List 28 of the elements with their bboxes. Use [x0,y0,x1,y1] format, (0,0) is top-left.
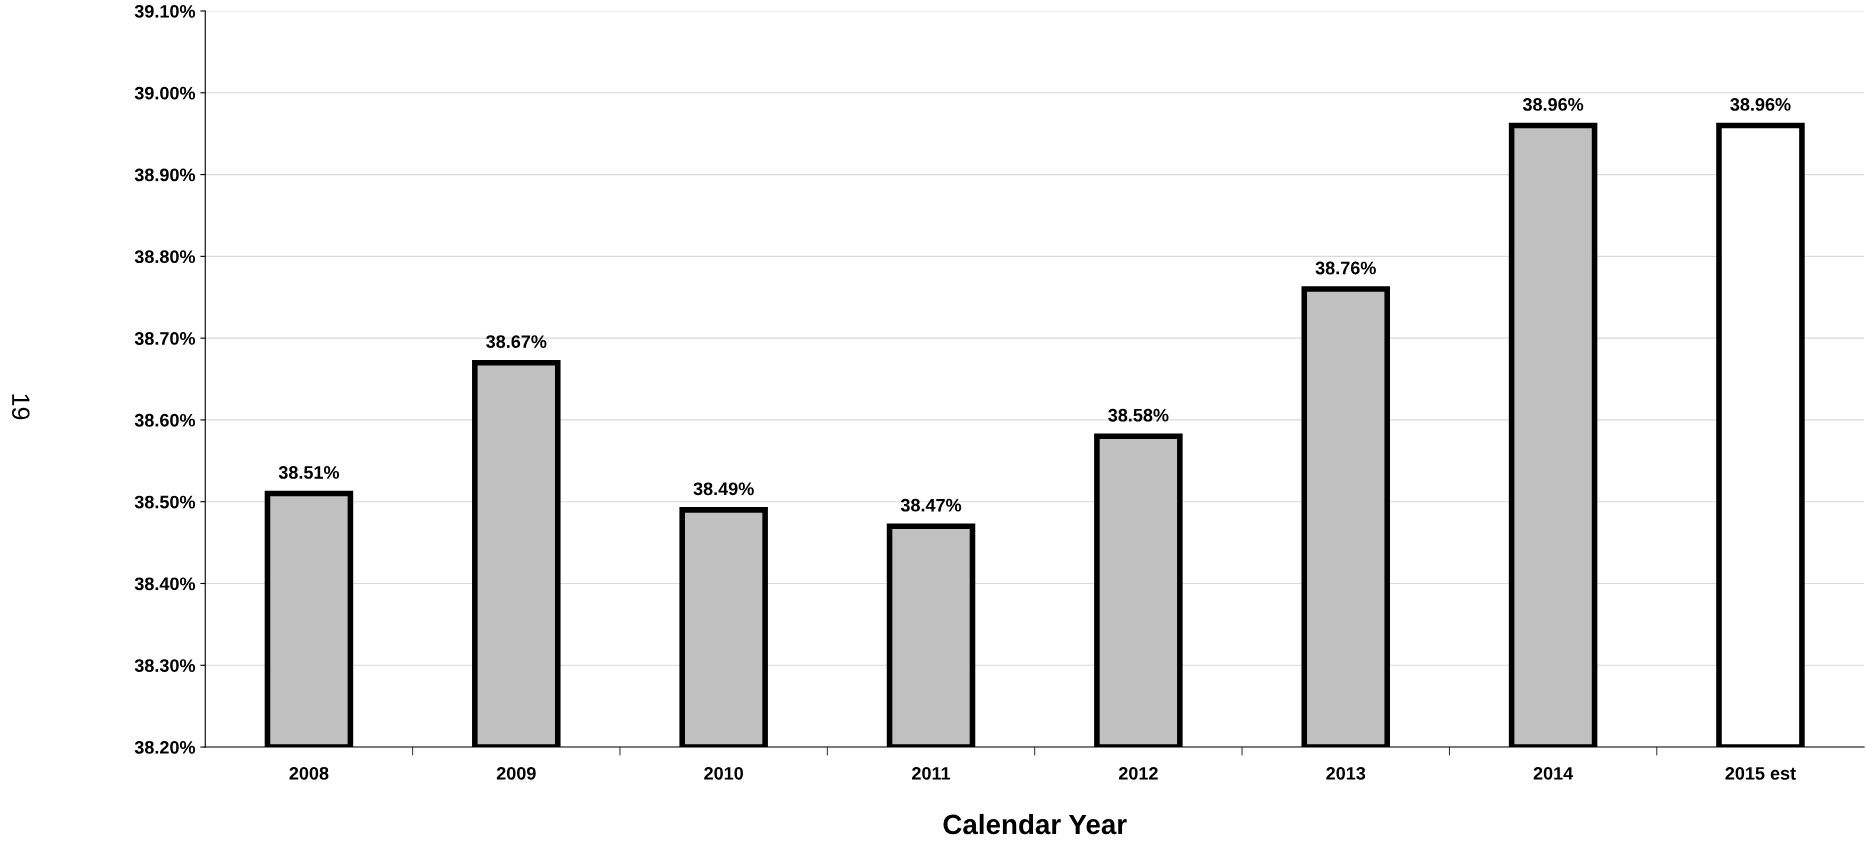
data-label: 38.51% [278,466,340,479]
x-tick-label: 2012 [1118,766,1158,780]
x-tick-label: 2013 [1326,766,1366,780]
y-tick-label: 38.70% [134,332,196,345]
y-tick-label: 39.00% [134,86,196,100]
y-tick-label: 38.90% [134,168,196,182]
x-tick-label: 2011 [912,766,951,780]
y-tick-label: 38.60% [134,413,196,427]
y-tick-label: 38.40% [134,577,196,591]
data-label: 38.96% [1522,98,1584,111]
y-tick-label: 38.30% [134,659,196,673]
x-tick-label: 2009 [496,766,536,780]
data-label: 38.76% [1315,261,1376,275]
x-tick-label: 2008 [289,766,329,780]
y-tick-label: 38.80% [134,250,196,264]
y-tick-label: 38.20% [134,740,196,754]
x-axis-title: Calendar Year [943,813,1127,835]
data-label: 38.47% [900,498,962,512]
data-label: 38.67% [486,335,547,349]
text: 19 [11,394,30,420]
y-tick-label: 38.50% [134,495,196,509]
data-label: 38.96% [1730,98,1791,111]
y-tick-label: 39.10% [134,4,196,18]
x-tick-label: 2014 [1533,766,1574,780]
x-tick-label: 2010 [704,766,743,780]
data-label: 38.58% [1108,408,1169,422]
data-label: 38.49% [693,482,754,496]
x-tick-label: 2015 est [1725,766,1796,780]
